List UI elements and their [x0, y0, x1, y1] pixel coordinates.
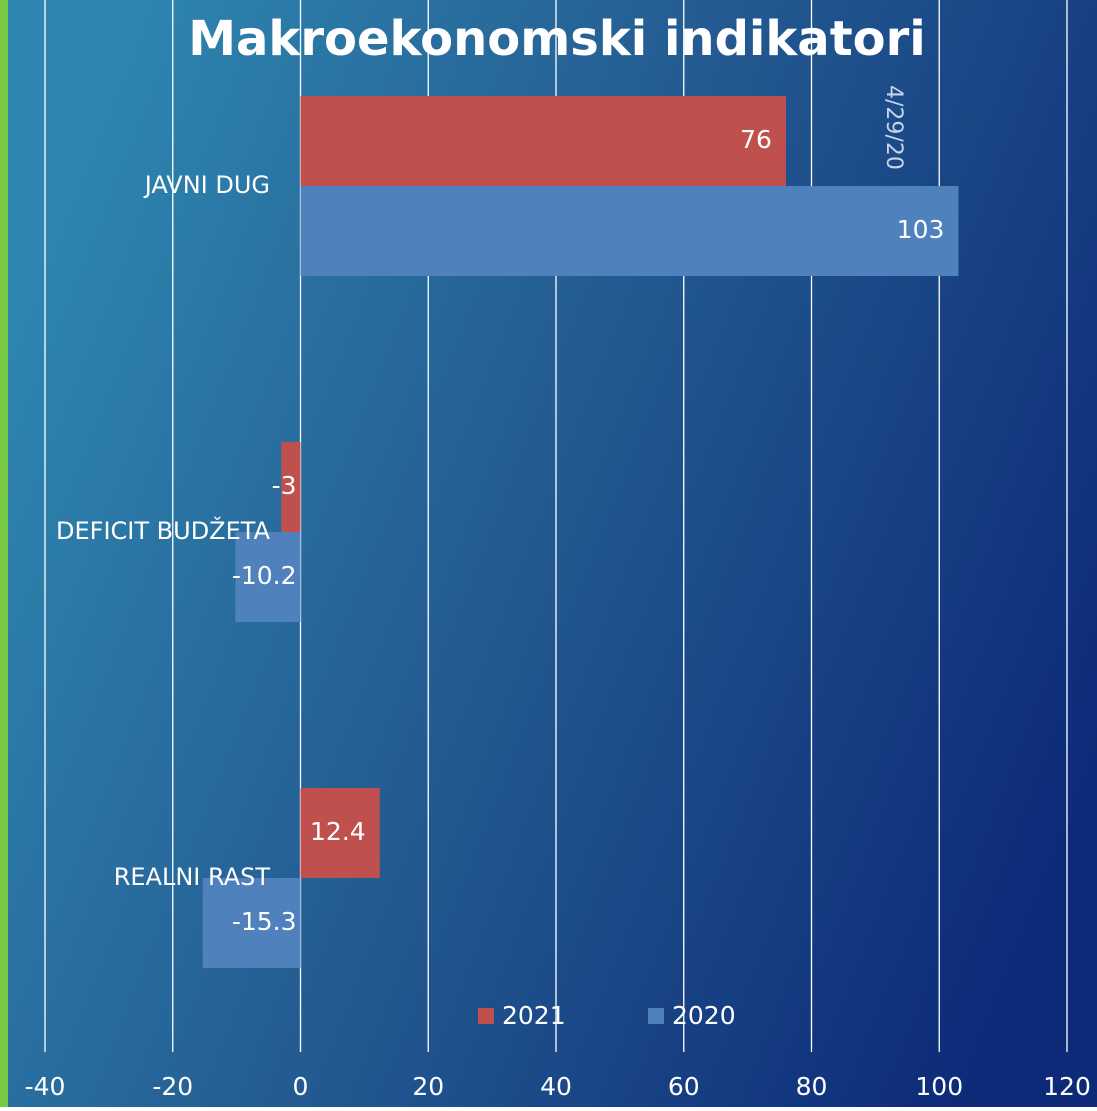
x-tick-label: 20 — [412, 1072, 444, 1101]
y-tick-label: REALNI RAST — [114, 863, 271, 891]
bar — [300, 186, 959, 276]
x-tick-label: -40 — [25, 1072, 66, 1101]
bar — [235, 532, 301, 622]
legend-swatch — [478, 1008, 494, 1024]
slide-date: 4/29/20 — [881, 85, 906, 170]
x-tick-label: 60 — [668, 1072, 700, 1101]
x-tick-label: 40 — [540, 1072, 572, 1101]
bar — [300, 96, 786, 186]
legend-swatch — [648, 1008, 664, 1024]
data-label: -3 — [272, 471, 297, 500]
data-label: 12.4 — [310, 817, 366, 846]
data-label: 103 — [897, 215, 945, 244]
x-tick-label: 80 — [796, 1072, 828, 1101]
x-tick-label: 0 — [293, 1072, 309, 1101]
legend-label: 2021 — [502, 1001, 566, 1030]
x-tick-label: 100 — [915, 1072, 963, 1101]
y-tick-label: JAVNI DUG — [143, 171, 270, 199]
bar — [202, 878, 301, 968]
x-tick-label: 120 — [1043, 1072, 1091, 1101]
data-label: -10.2 — [232, 561, 297, 590]
chart-title: Makroekonomski indikatori — [188, 11, 926, 67]
legend-label: 2020 — [672, 1001, 736, 1030]
y-tick-label: DEFICIT BUDŽETA — [56, 516, 271, 545]
data-label: -15.3 — [232, 907, 297, 936]
accent-strip — [0, 0, 8, 1107]
marks — [202, 96, 959, 968]
bar — [300, 788, 380, 878]
bar — [281, 442, 301, 532]
data-label: 76 — [740, 125, 772, 154]
x-tick-label: -20 — [152, 1072, 193, 1101]
